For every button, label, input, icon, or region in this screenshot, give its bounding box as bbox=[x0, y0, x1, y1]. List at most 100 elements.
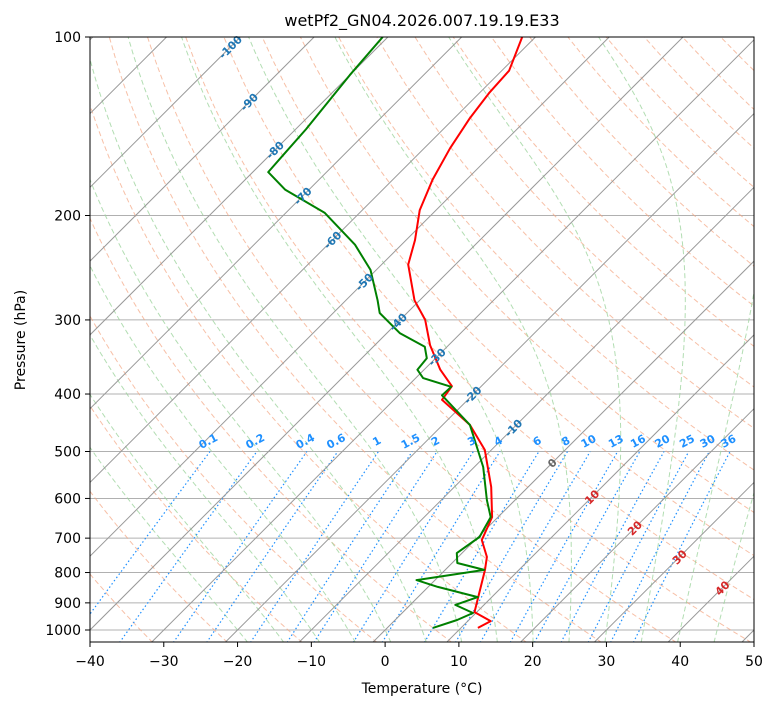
isotherm-line bbox=[90, 37, 241, 189]
x-tick-label: −40 bbox=[75, 654, 105, 670]
y-tick-label: 1000 bbox=[45, 623, 81, 639]
isotherm-line bbox=[90, 37, 463, 410]
mixing-ratio-label: 30 bbox=[698, 432, 718, 451]
temperature-line bbox=[407, 37, 524, 629]
moist-adiabat bbox=[248, 37, 534, 642]
isotherm-line bbox=[372, 260, 754, 642]
y-tick-label: 800 bbox=[54, 566, 81, 582]
mixing-ratio-label: 13 bbox=[606, 432, 626, 451]
x-tick-label: −10 bbox=[297, 654, 327, 670]
x-tick-label: −20 bbox=[223, 654, 253, 670]
mixing-ratio-line bbox=[509, 451, 619, 642]
mixing-ratio-label: 0.4 bbox=[294, 431, 318, 452]
dry-adiabat bbox=[147, 37, 677, 642]
mixing-ratio-line bbox=[633, 451, 731, 642]
mixing-ratio-line bbox=[381, 451, 501, 642]
mixing-ratio-line bbox=[250, 451, 379, 642]
mixing-ratio-line bbox=[424, 451, 540, 642]
line-labels: 0.1 0.2 0.4 0.6 1 1.5 2 3 4 6 8 10 13 16 20 25 30 36-100-… bbox=[197, 33, 739, 599]
mixing-ratio-line bbox=[119, 451, 258, 642]
dry-adiabat bbox=[414, 37, 754, 388]
isotherm-label: -20 bbox=[461, 383, 484, 406]
dry-adiabat bbox=[223, 37, 754, 601]
dry-adiabat bbox=[90, 490, 228, 642]
moist-adiabat bbox=[90, 264, 356, 642]
isotherm-line bbox=[741, 629, 754, 642]
x-tick-label: −30 bbox=[149, 654, 179, 670]
mixing-ratio-line bbox=[352, 451, 474, 642]
moist-adiabat bbox=[127, 37, 463, 642]
y-axis-label: Pressure (hPa) bbox=[13, 290, 29, 390]
mixing-ratio-line bbox=[286, 451, 413, 642]
moist-adiabat bbox=[598, 37, 686, 642]
mixing-ratio-label: 25 bbox=[677, 432, 697, 451]
x-tick-label: 30 bbox=[598, 654, 616, 670]
plot-frame bbox=[89, 36, 755, 643]
moist-adiabat bbox=[334, 37, 572, 642]
mixing-ratio-label: 2 bbox=[429, 434, 442, 449]
isotherm-line bbox=[519, 407, 754, 642]
isotherm-line bbox=[90, 37, 610, 557]
y-tick-label: 500 bbox=[54, 444, 81, 460]
profile-series bbox=[267, 37, 524, 629]
x-tick-label: 40 bbox=[671, 654, 689, 670]
mixing-ratio-label: 1 bbox=[370, 434, 383, 449]
mixing-ratio-label: 10 bbox=[579, 432, 599, 451]
mixing-ratio-label: 8 bbox=[559, 434, 572, 449]
isotherm-line bbox=[151, 39, 754, 642]
isotherm-line bbox=[593, 481, 754, 642]
moist-adiabat bbox=[90, 178, 392, 642]
mixing-ratio-label: 6 bbox=[531, 434, 544, 449]
dry-adiabat bbox=[376, 37, 754, 429]
y-tick-label: 300 bbox=[54, 313, 81, 329]
dewpoint-line bbox=[267, 37, 492, 629]
mixing-ratio-line bbox=[90, 451, 211, 616]
x-tick-label: 10 bbox=[450, 654, 468, 670]
x-tick-label: 50 bbox=[745, 654, 763, 670]
mixing-ratio-label: 20 bbox=[653, 432, 673, 451]
y-tick-label: 100 bbox=[54, 30, 81, 46]
dry-adiabat bbox=[643, 37, 754, 149]
axis-ticks: −40 −30 −20 −10 0 10 20 30 40 5010020030040050060… bbox=[45, 30, 763, 670]
x-tick-label: 0 bbox=[381, 654, 390, 670]
isotherm-line bbox=[90, 37, 315, 262]
dry-adiabat bbox=[759, 37, 775, 643]
mixing-ratio-line bbox=[534, 451, 641, 642]
y-tick-label: 600 bbox=[54, 491, 81, 507]
background-lines bbox=[0, 37, 775, 643]
mixing-ratio-line bbox=[560, 451, 665, 642]
isotherm-line bbox=[446, 334, 754, 642]
dry-adiabat bbox=[90, 217, 453, 642]
mixing-ratio-label: 36 bbox=[719, 432, 739, 451]
dry-adiabat bbox=[108, 37, 602, 642]
isotherm-label: -80 bbox=[264, 138, 287, 161]
mixing-ratio-label: 4 bbox=[492, 434, 505, 449]
y-tick-label: 700 bbox=[54, 531, 81, 547]
chart-title: wetPf2_GN04.2026.007.19.19.E33 bbox=[284, 11, 559, 31]
moist-adiabat bbox=[90, 57, 427, 642]
moist-adiabat bbox=[713, 490, 754, 642]
dry-adiabat bbox=[529, 37, 754, 267]
isotherm-line bbox=[90, 37, 389, 336]
x-axis-label: Temperature (°C) bbox=[361, 681, 483, 697]
y-tick-label: 400 bbox=[54, 387, 81, 403]
mixing-ratio-line bbox=[173, 451, 308, 642]
dry-adiabat bbox=[567, 37, 754, 228]
moist-adiabat bbox=[90, 446, 248, 642]
moist-adiabat bbox=[90, 393, 285, 642]
moist-adiabat bbox=[181, 37, 498, 642]
dry-adiabat bbox=[682, 37, 754, 111]
mixing-ratio-label: 0.1 bbox=[197, 431, 220, 452]
dry-adiabat bbox=[90, 103, 527, 642]
mixing-ratio-line bbox=[206, 451, 339, 642]
dry-adiabat bbox=[0, 37, 78, 643]
x-tick-label: 20 bbox=[524, 654, 542, 670]
mixing-ratio-label: 0.2 bbox=[244, 431, 267, 452]
mixing-ratio-line bbox=[610, 451, 710, 642]
dry-adiabat bbox=[90, 573, 153, 642]
moist-adiabat bbox=[90, 334, 321, 642]
dry-adiabat bbox=[261, 37, 754, 557]
y-tick-label: 900 bbox=[54, 596, 81, 612]
isotherm-label: -10 bbox=[502, 416, 525, 439]
